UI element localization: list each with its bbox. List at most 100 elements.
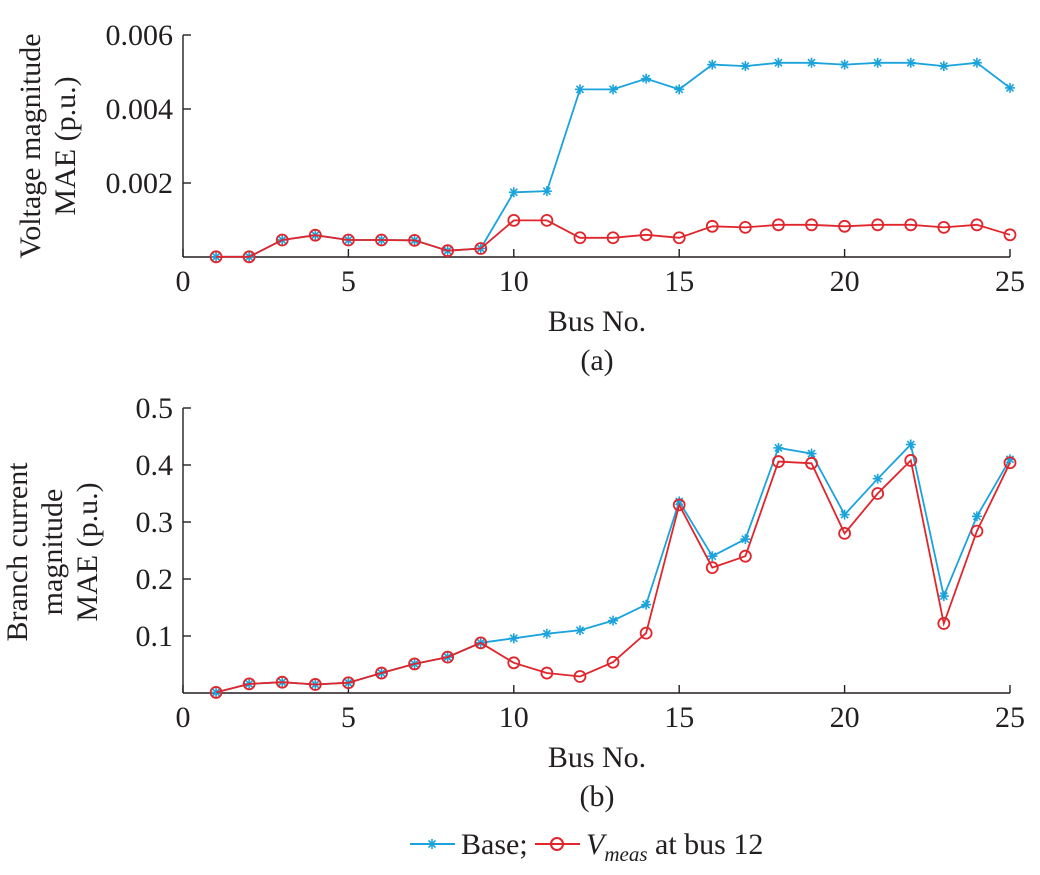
panel-a-series-vmeas-point (705, 219, 719, 233)
panel-a-series-vmeas-point (904, 218, 918, 232)
panel-a-series-vmeas-point (242, 250, 256, 264)
panel-a-series-vmeas (209, 213, 1017, 264)
panel-a-series-base-point-stroke (906, 58, 915, 67)
panel-b-series-base-point-stroke (807, 449, 816, 458)
panel-a-series-vmeas-point (838, 219, 851, 233)
panel-b-series-base-point (773, 442, 784, 453)
panel-a-series-vmeas-point (275, 233, 289, 247)
panel-b-series-base (211, 439, 1015, 698)
panel-b-series-vmeas-point (375, 666, 388, 680)
panel-a-ytick-label: 0.002 (106, 167, 174, 200)
panel-b-ytick-label: 0.3 (136, 506, 174, 539)
panel-a-axes (182, 35, 1010, 258)
panel-a-series-vmeas-point (441, 244, 455, 258)
panel-b-series-base-point-stroke (509, 634, 518, 643)
panel-b-series-base-point (608, 615, 619, 626)
panel-b-series-vmeas-point (408, 657, 421, 671)
panel-b-series-base-point-stroke (575, 626, 585, 635)
panel-a-series-base-point-stroke (1005, 83, 1015, 93)
panel-a-series-vmeas-point (408, 233, 421, 247)
legend-base-label: Base; (461, 828, 528, 861)
panel-b-ytick-label: 0.5 (136, 392, 174, 425)
panel-b-ylabel-line-2: magnitude (36, 489, 69, 616)
panel-b-series-vmeas-point (606, 655, 620, 669)
panel-a-ytick-group: 0.002 0.004 0.006 (106, 19, 191, 200)
panel-a-series-base-point-stroke (741, 61, 750, 71)
panel-b-ytick-label: 0.2 (136, 563, 174, 596)
legend-base-marker (427, 839, 437, 849)
panel-a-series-vmeas-point (573, 231, 587, 245)
panel-b-xtick-label: 20 (830, 701, 860, 734)
panel-b-series-base-point-stroke (906, 440, 915, 449)
panel-a-series-vmeas-point (639, 228, 653, 242)
panel-a-ylabel-line-1: Voltage magnitude (14, 33, 47, 258)
panel-a-series-vmeas-point (871, 218, 885, 232)
panel-b-series-base-point-stroke (642, 600, 651, 609)
legend-vmeas-label: Vmeas at bus 12 (586, 828, 763, 866)
panel-b-series-vmeas-point (838, 527, 851, 540)
panel-a-series-base-point (872, 57, 883, 68)
chart-panel-b: Branch current magnitude MAE (p.u.) 0 5 10… (1, 392, 1025, 813)
panel-a-series-base-point (905, 57, 916, 68)
panel-b-series-base-point (971, 511, 982, 522)
panel-a-series-base-point (574, 84, 585, 95)
panel-b-series-group (209, 439, 1017, 699)
panel-b-series-base-point-stroke (873, 474, 882, 483)
panel-a-series-base-point-stroke (608, 85, 618, 94)
panel-b-series-base-point (541, 628, 552, 639)
panel-b-series-vmeas-point (937, 617, 951, 630)
panel-b-xtick-group: 0 5 10 15 20 25 (176, 685, 1025, 734)
panel-a-series-base-point-stroke (509, 188, 518, 197)
panel-a-series-base-point-stroke (939, 61, 948, 71)
legend-vmeas-sub: meas (604, 842, 647, 866)
panel-a-xtick-label: 5 (341, 265, 356, 298)
panel-b-ytick-group: 0.1 0.2 0.3 0.4 0.5 (136, 392, 191, 653)
panel-b-xtick-label: 5 (341, 701, 356, 734)
panel-a-series-group (209, 57, 1017, 264)
panel-b-series-base-point-stroke (542, 629, 551, 638)
legend-vmeas-rest: at bus 12 (648, 828, 764, 861)
panel-b-xtick-label: 15 (664, 701, 694, 734)
panel-b-series-vmeas-point (672, 498, 686, 512)
panel-a-series-vmeas-point (341, 233, 355, 247)
panel-b-series-vmeas-point (639, 626, 653, 640)
panel-b-ylabel-line-3: MAE (p.u.) (71, 482, 104, 621)
panel-b-series-vmeas-point (970, 524, 984, 538)
panel-a-series-vmeas-point (805, 218, 818, 232)
chart-panel-a: Voltage magnitude MAE (p.u.) 0 5 10 15 20 25 … (14, 19, 1025, 377)
panel-a-series-base-point (608, 84, 619, 95)
panel-b-series-vmeas-point (474, 636, 488, 650)
legend-vmeas-marker (550, 837, 564, 851)
panel-a-series-base-point (211, 251, 222, 262)
panel-a-series-base-point-stroke (542, 187, 551, 196)
panel-b-series-base-point (574, 625, 585, 636)
panel-b-series-vmeas-point (242, 677, 256, 691)
panel-b-series-vmeas-point (441, 650, 455, 664)
panel-b-series-base-point-stroke (972, 512, 982, 521)
panel-a-series-vmeas-point (507, 213, 521, 227)
panel-a-xtick-label: 10 (499, 265, 529, 298)
panel-b-ytick-label: 0.4 (136, 449, 174, 482)
panel-a-series-base-point (938, 61, 949, 72)
panel-b-series-base-point (872, 473, 883, 484)
panel-b-series-base-line (215, 442, 1011, 694)
panel-b-series-vmeas-point (573, 670, 587, 683)
panel-b-series-vmeas-line (215, 458, 1011, 694)
legend: Base; Vmeas at bus 12 (410, 828, 763, 866)
panel-b-sublabel: (b) (580, 780, 615, 813)
panel-b-series-base-point (905, 439, 916, 450)
panel-a-xtick-group: 0 5 10 15 20 25 (176, 249, 1025, 298)
panel-b-series-base-point (938, 591, 949, 602)
panel-a-ylabel-line-2: MAE (p.u.) (49, 76, 82, 215)
panel-a-series-vmeas-point (1003, 228, 1017, 242)
panel-b-series-base-point-stroke (774, 443, 783, 453)
panel-b-xtick-label: 10 (499, 701, 529, 734)
panel-b-series-vmeas-point (275, 675, 289, 689)
panel-a-series-vmeas-point (540, 213, 554, 227)
panel-b-series-vmeas-point (308, 678, 322, 691)
panel-b-series-vmeas-point (540, 666, 554, 680)
panel-a-series-base (211, 57, 1015, 262)
legend-vmeas-v: V (586, 828, 608, 861)
panel-b-series-vmeas-point (209, 686, 223, 699)
